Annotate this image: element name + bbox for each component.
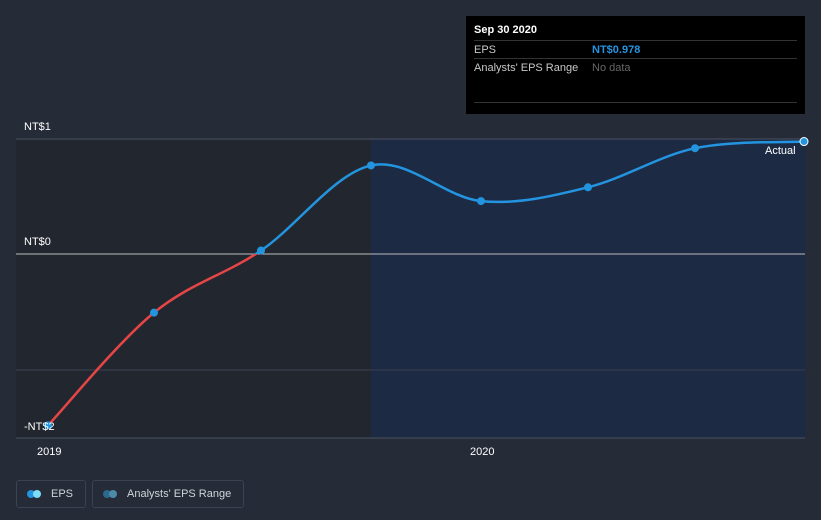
- actual-label: Actual: [765, 145, 796, 157]
- eps-data-point[interactable]: [691, 144, 699, 153]
- tooltip-range-label: Analysts' EPS Range: [474, 61, 579, 74]
- eps-points: [44, 137, 809, 430]
- tooltip: Sep 30 2020 EPS NT$0.978 Analysts' EPS R…: [466, 16, 805, 114]
- tooltip-date: Sep 30 2020: [474, 24, 537, 36]
- eps-data-point[interactable]: [44, 421, 52, 430]
- tooltip-row-range: Analysts' EPS Range No data: [474, 58, 797, 76]
- y-tick-minus2: -NT$2: [24, 421, 55, 433]
- tooltip-divider: [474, 102, 797, 120]
- legend-item-analysts-range[interactable]: Analysts' EPS Range: [92, 480, 245, 508]
- range-legend-icon: [103, 490, 119, 498]
- legend-eps-label: EPS: [51, 488, 74, 500]
- eps-data-point[interactable]: [257, 246, 265, 255]
- tooltip-eps-label: EPS: [474, 43, 497, 56]
- tooltip-row-eps: EPS NT$0.978: [474, 40, 797, 58]
- y-tick-1: NT$1: [24, 121, 51, 133]
- tooltip-eps-value: NT$0.978: [592, 43, 641, 56]
- legend: EPS Analysts' EPS Range: [16, 480, 245, 508]
- eps-data-point[interactable]: [367, 161, 375, 170]
- legend-range-label: Analysts' EPS Range: [127, 488, 232, 500]
- tooltip-range-value: No data: [592, 61, 631, 74]
- eps-data-point[interactable]: [799, 137, 809, 147]
- eps-data-point[interactable]: [584, 183, 592, 192]
- eps-legend-icon: [27, 490, 43, 498]
- x-tick-2019: 2019: [37, 446, 62, 458]
- legend-item-eps[interactable]: EPS: [16, 480, 87, 508]
- past-shade: [16, 139, 371, 438]
- eps-data-point[interactable]: [477, 197, 485, 206]
- eps-data-point[interactable]: [150, 308, 158, 317]
- y-tick-0: NT$0: [24, 236, 51, 248]
- x-tick-2020: 2020: [470, 446, 495, 458]
